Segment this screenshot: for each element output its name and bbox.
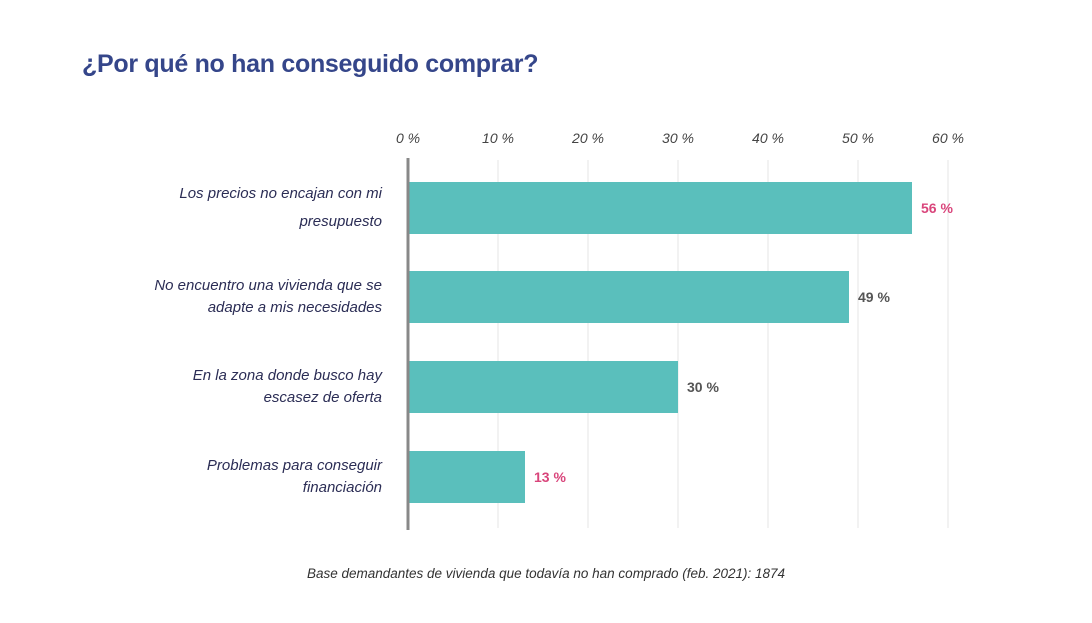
x-tick-label: 10 %: [482, 130, 514, 146]
data-label: 13 %: [534, 469, 566, 485]
x-tick-label: 30 %: [662, 130, 694, 146]
category-label: Los precios no encajan con mi presupuesto: [82, 180, 382, 236]
category-label-line: financiación: [302, 479, 382, 496]
bar: [408, 182, 912, 234]
data-label: 30 %: [687, 379, 719, 395]
data-label: 56 %: [921, 200, 953, 216]
category-label: No encuentro una vivienda que se adapte a…: [82, 275, 382, 319]
x-tick-label: 20 %: [571, 130, 604, 146]
data-label: 49 %: [858, 289, 890, 305]
bar: [408, 271, 849, 323]
category-label: Problemas para conseguir financiación: [82, 455, 382, 499]
category-label-line: adapte a mis necesidades: [207, 299, 382, 316]
category-label-line: Los precios no encajan con mi: [179, 185, 382, 202]
category-label-line: escasez de oferta: [263, 389, 382, 406]
category-label-line: En la zona donde busco hay: [192, 367, 382, 384]
category-label-line: No encuentro una vivienda que se: [154, 277, 382, 294]
x-tick-label: 60 %: [932, 130, 964, 146]
footnote: Base demandantes de vivienda que todavía…: [306, 566, 786, 581]
bar: [408, 361, 678, 413]
category-label-line: Problemas para conseguir: [206, 457, 382, 474]
x-tick-label: 0 %: [396, 130, 420, 146]
x-tick-label: 40 %: [752, 130, 784, 146]
chart-title: ¿Por qué no han conseguido comprar?: [82, 50, 539, 78]
category-label-line: presupuesto: [299, 213, 382, 230]
bar: [408, 451, 525, 503]
x-tick-label: 50 %: [842, 130, 874, 146]
category-label: En la zona donde busco hay escasez de ofe…: [82, 365, 382, 409]
